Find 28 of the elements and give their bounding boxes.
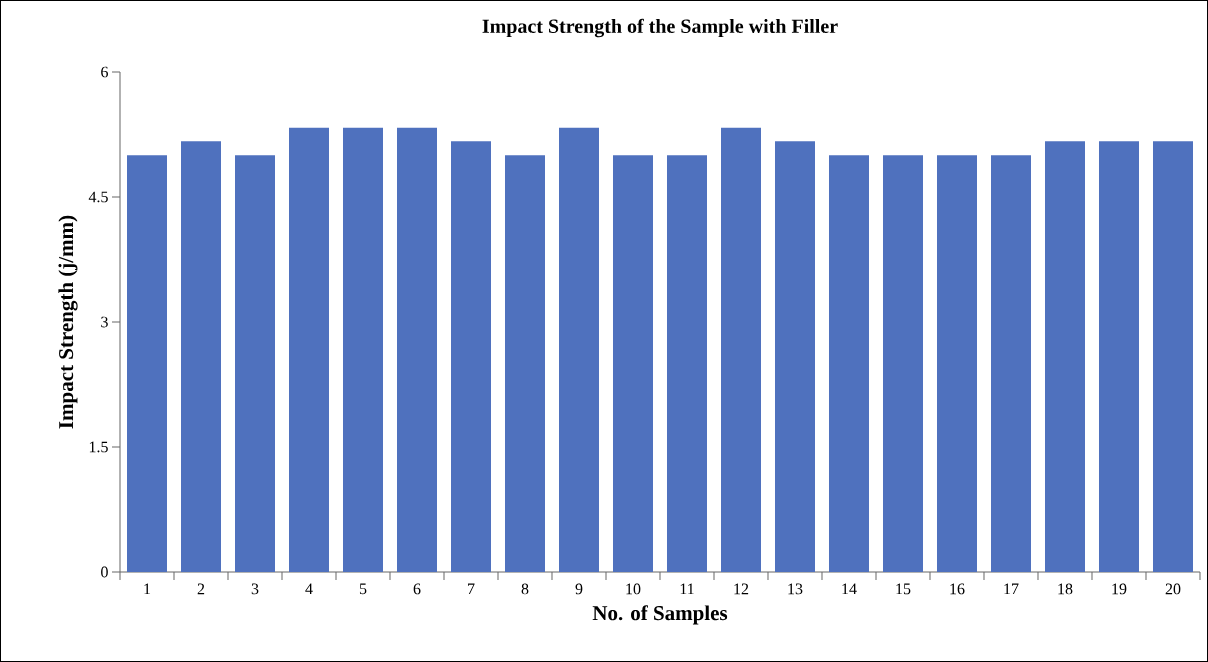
x-tick-label: 17 [1004,583,1019,595]
x-tick-label: 16 [950,583,965,595]
y-tick-label: 0 [101,566,108,578]
x-tick-label: 3 [251,583,259,595]
y-tick-label: 6 [101,66,108,78]
x-tick-label: 10 [626,583,641,595]
chart-title: Impact Strength of the Sample with Filler [482,18,838,38]
x-tick-label: 19 [1112,583,1127,595]
x-tick-label: 1 [144,583,151,595]
x-tick-label: 7 [468,583,475,595]
x-tick-label: 12 [734,583,749,595]
x-tick-label: 11 [680,583,694,595]
x-tick-label: 8 [521,583,529,595]
x-tick-label: 14 [842,583,857,595]
x-axis-title: No. of Samples [592,605,728,625]
x-tick-label: 18 [1058,583,1073,595]
y-tick-label: 3 [101,316,108,328]
y-tick-label: 1.5 [89,441,108,453]
x-tick-label: 2 [197,583,205,595]
y-tick-label: 4.5 [88,191,108,203]
x-tick-label: 9 [575,583,583,595]
x-tick-label: 13 [788,583,803,595]
x-tick-label: 15 [896,583,911,595]
x-tick-label: 4 [305,583,313,595]
x-tick-label: 5 [359,583,367,595]
y-axis-title: Impact Strength (j/mm) [58,215,78,429]
x-tick-label: 20 [1165,583,1181,595]
x-tick-label: 6 [413,583,421,595]
